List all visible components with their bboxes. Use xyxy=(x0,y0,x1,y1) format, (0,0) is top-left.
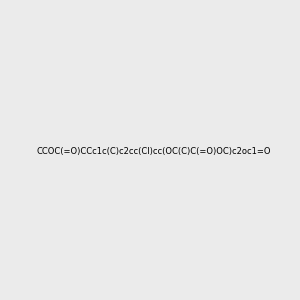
Text: CCOC(=O)CCc1c(C)c2cc(Cl)cc(OC(C)C(=O)OC)c2oc1=O: CCOC(=O)CCc1c(C)c2cc(Cl)cc(OC(C)C(=O)OC)… xyxy=(37,147,271,156)
